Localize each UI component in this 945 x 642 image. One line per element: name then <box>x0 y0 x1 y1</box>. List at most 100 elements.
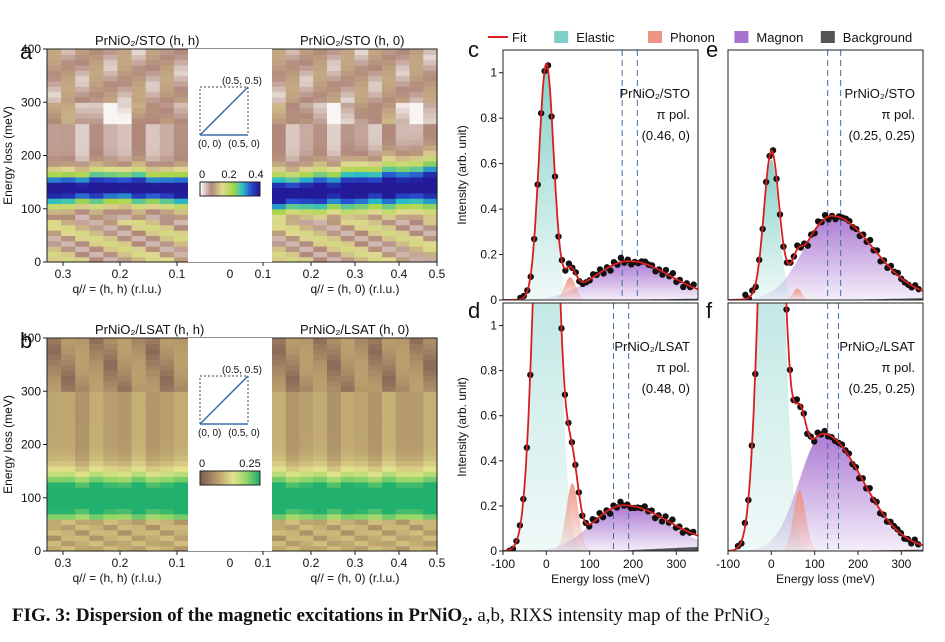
heatmap-cell <box>145 96 161 103</box>
heatmap-cell <box>272 428 287 435</box>
heatmap-cell <box>159 353 175 360</box>
heatmap-cell <box>409 128 424 135</box>
heatmap-cell <box>368 481 383 488</box>
heatmap-cell <box>327 246 342 252</box>
heatmap-cell <box>75 230 90 236</box>
heatmap-cell <box>61 123 76 130</box>
heatmap-cell <box>285 203 301 210</box>
heatmap-cell <box>395 176 411 183</box>
heatmap-cell <box>75 123 90 130</box>
x-tick-label: 100 <box>805 557 825 571</box>
heatmap-cell <box>47 59 62 66</box>
heatmap-cell <box>117 375 133 382</box>
heatmap-cell <box>89 203 104 210</box>
heatmap-cell <box>61 433 76 440</box>
heatmap-cell <box>131 203 147 210</box>
heatmap-cell <box>423 375 438 382</box>
heatmap-cell <box>75 118 90 125</box>
heatmap-cell <box>395 439 411 446</box>
heatmap-cell <box>159 338 175 344</box>
heatmap-cell <box>423 134 438 141</box>
heatmap-cell <box>75 150 90 157</box>
x-tick-label: 200 <box>623 557 643 571</box>
heatmap-cell <box>61 545 76 552</box>
heatmap-cell <box>75 214 90 220</box>
heatmap-cell <box>285 433 301 440</box>
heatmap-cell <box>340 144 356 151</box>
heatmap-cell <box>159 144 175 151</box>
heatmap-cell <box>423 444 438 451</box>
heatmap-cell <box>299 481 314 488</box>
heatmap-cell <box>382 208 397 215</box>
heatmap-cell <box>75 198 90 205</box>
heatmap-cell <box>131 91 147 98</box>
heatmap-cell <box>313 187 328 194</box>
heatmap-cell <box>75 246 90 252</box>
heatmap-cell <box>299 150 314 157</box>
heatmap-cell <box>173 160 189 167</box>
heatmap-cell <box>382 465 397 472</box>
heatmap-cell <box>409 460 424 467</box>
heatmap-cell <box>409 359 424 366</box>
heatmap-cell <box>272 219 287 226</box>
heatmap-cell <box>409 107 424 114</box>
heatmap-cell <box>173 471 189 478</box>
heatmap-cell <box>368 54 383 61</box>
heatmap-cell <box>89 391 104 398</box>
y-tick-label: 400 <box>21 331 41 345</box>
heatmap-cell <box>285 353 301 360</box>
heatmap-cell <box>409 144 424 151</box>
heatmap-cell <box>103 364 119 371</box>
heatmap-cell <box>395 407 411 414</box>
heatmap-cell <box>354 256 369 263</box>
heatmap-cell <box>89 375 104 382</box>
heatmap-cell <box>75 545 90 552</box>
heatmap-cell <box>395 160 411 167</box>
heatmap-cell <box>145 150 161 157</box>
heatmap-cell <box>173 96 189 103</box>
heatmap-cell <box>47 529 62 536</box>
colorbar-cell <box>204 182 207 196</box>
heatmap-cell <box>395 396 411 403</box>
heatmap-cell <box>382 102 397 109</box>
legend-label: Magnon <box>756 30 803 45</box>
heatmap-cell <box>299 401 314 408</box>
heatmap-cell <box>272 508 287 515</box>
heatmap-cell <box>299 497 314 504</box>
heatmap-cell <box>395 208 411 215</box>
heatmap-cell <box>173 375 189 382</box>
heatmap-cell <box>131 535 147 541</box>
legend-swatch-box <box>734 31 749 43</box>
heatmap-cell <box>299 444 314 451</box>
heatmap-cell <box>131 235 147 242</box>
legend-label: Background <box>843 30 912 45</box>
heatmap-cell <box>131 407 147 414</box>
heatmap-cell <box>299 407 314 414</box>
heatmap-cell <box>47 230 62 236</box>
heatmap-cell <box>327 433 342 440</box>
heatmap-cell <box>327 391 342 398</box>
heatmap-cell <box>354 150 369 157</box>
heatmap-cell <box>61 471 76 478</box>
heatmap-cell <box>285 96 301 103</box>
spectra-legend: Fit Elastic Phonon Magnon Background <box>488 30 912 45</box>
heatmap-cell <box>354 412 369 419</box>
heatmap-cell <box>272 465 287 472</box>
heatmap-cell <box>340 96 356 103</box>
heatmap-cell <box>103 503 119 509</box>
heatmap-cell <box>145 208 161 215</box>
heatmap-cell <box>272 246 287 252</box>
heatmap-cell <box>173 369 189 376</box>
heatmap-cell <box>285 540 301 547</box>
heatmap-cell <box>285 524 301 531</box>
heatmap-cell <box>61 49 76 55</box>
heatmap-cell <box>103 460 119 467</box>
heatmap-cell <box>395 240 411 247</box>
heatmap-cell <box>313 391 328 398</box>
heatmap-cell <box>395 348 411 355</box>
heatmap-cell <box>173 75 189 82</box>
heatmap-cell <box>173 428 189 435</box>
heatmap-cell <box>75 359 90 366</box>
